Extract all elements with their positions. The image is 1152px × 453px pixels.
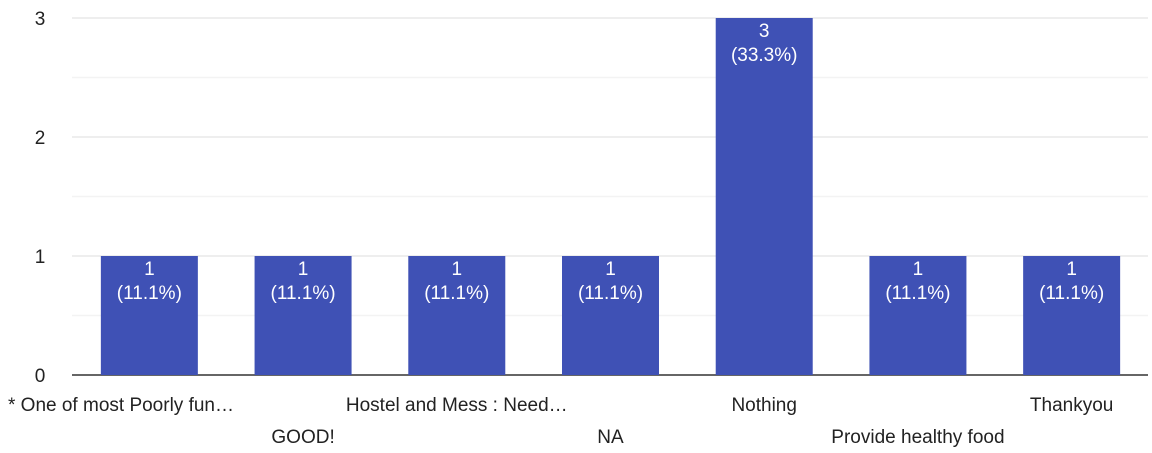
data-labels: 1 (11.1%) 1 (11.1%) 1 (11.1%) 1 (11.1%) 3 (33.3%)… [117, 21, 1104, 304]
bar [715, 18, 813, 375]
bars [100, 18, 1121, 375]
data-label: 1 [451, 259, 462, 280]
data-label: (11.1%) [1039, 283, 1104, 304]
data-label: 3 [759, 21, 770, 42]
x-category-label: GOOD! [271, 427, 334, 448]
data-label: 1 [144, 259, 155, 280]
data-label: 1 [913, 259, 924, 280]
data-label: 1 [605, 259, 616, 280]
data-label: 1 [1066, 259, 1077, 280]
x-category-label: Thankyou [1030, 395, 1113, 416]
y-tick-label: 3 [35, 9, 46, 30]
y-tick-label: 0 [35, 366, 46, 387]
bar [562, 256, 659, 375]
x-axis-categories: * One of most Poorly fun… GOOD! Hostel and… [8, 395, 1113, 448]
bar [254, 256, 352, 375]
x-category-label: NA [597, 427, 624, 448]
bar [408, 256, 506, 375]
bar [869, 256, 967, 375]
y-tick-label: 1 [35, 247, 46, 268]
data-label: (11.1%) [885, 283, 950, 304]
data-label: (11.1%) [578, 283, 643, 304]
data-label: (33.3%) [731, 45, 798, 66]
data-label: (11.1%) [117, 283, 182, 304]
x-category-label: Hostel and Mess : Need… [346, 395, 568, 416]
x-category-label: * One of most Poorly fun… [8, 395, 234, 416]
data-label: (11.1%) [424, 283, 489, 304]
y-axis-ticks: 0 1 2 3 [35, 9, 46, 387]
data-label: (11.1%) [271, 283, 336, 304]
x-category-label: Nothing [731, 395, 797, 416]
bar [100, 256, 198, 375]
bar [1023, 256, 1121, 375]
x-category-label: Provide healthy food [831, 427, 1004, 448]
data-label: 1 [298, 259, 309, 280]
y-tick-label: 2 [35, 128, 46, 149]
